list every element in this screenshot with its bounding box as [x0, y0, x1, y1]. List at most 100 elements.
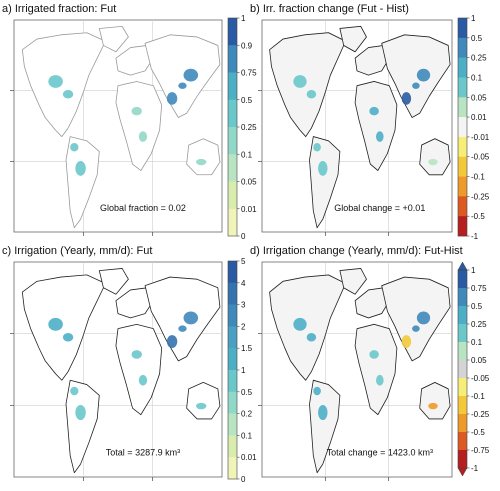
colorbar-tick-label: -1 [471, 232, 479, 241]
continent-north-america [21, 32, 106, 138]
colorbar-tick-label: 0.05 [241, 178, 257, 187]
continent-north-america [269, 32, 347, 138]
colorbar-tick-label: 0.9 [241, 41, 253, 50]
colorbar-tick-label: 0.1 [471, 73, 483, 82]
colorbar: 1 0.75 0.5 0.25 0.1 0.05 -0.05 -0.1 -0.25 -0.5 -0.… [457, 261, 490, 477]
colorbar-tick-label: 1 [471, 14, 476, 23]
colorbar-segment [228, 370, 237, 393]
colorbar-segment [228, 127, 237, 155]
hotspot-china [416, 68, 431, 82]
hotspot-north-america [62, 332, 74, 342]
panel-a: a) Irrigated fraction: Fut Global fractio… [2, 3, 257, 241]
hotspot-africa [376, 131, 384, 142]
colorbar-tick-label: 0.2 [241, 410, 253, 419]
continent-greenland [98, 268, 129, 295]
colorbar-segment [458, 324, 467, 343]
colorbar-segment [228, 435, 237, 458]
hotspot-china [416, 311, 431, 325]
colorbar: 5 4 3 2 1.5 1 0.5 0.2 0.1 0.01 0 [227, 257, 257, 484]
colorbar: 1 0.5 0.25 0.1 0.05 0.01 -0.01 -0.05 -0.1 -0.25 -0… [457, 14, 490, 241]
colorbar-tick-label: 0.01 [241, 205, 257, 214]
colorbar-tick-label: 0.25 [241, 123, 257, 132]
continent-europe [115, 45, 154, 76]
continent-north-america [269, 274, 347, 381]
colorbar-segment [458, 216, 467, 237]
coastlines [21, 25, 221, 229]
continent-africa [354, 323, 398, 416]
colorbar-segment [458, 117, 467, 138]
hotspot-south-america [318, 160, 328, 176]
continent-australia [419, 381, 451, 420]
colorbar-tick-label: -0.5 [471, 212, 485, 221]
hotspot-india [166, 92, 178, 105]
colorbar-tick-label: 1 [241, 366, 246, 375]
colorbar-tick-label: 0.1 [471, 338, 483, 347]
colorbar-segment [458, 450, 467, 469]
hotspot-india [166, 335, 178, 348]
continent-australia [186, 138, 221, 176]
hotspot-north-america [48, 75, 63, 88]
colorbar-frame [457, 269, 468, 469]
hotspot-africa [369, 350, 379, 359]
colorbar-segment [458, 37, 467, 58]
colorbar-tick-label: 0.5 [471, 302, 483, 311]
hotspot-africa [369, 106, 379, 116]
colorbar-tick-label: 0.05 [471, 93, 487, 102]
hotspot-north-america [306, 332, 317, 342]
colorbar-segment [228, 154, 237, 182]
continent-africa [115, 323, 163, 416]
colorbar-tick-label: 0.25 [471, 320, 487, 329]
colorbar-segment [458, 288, 467, 307]
colorbar-segment [458, 378, 467, 397]
colorbar-segment [458, 270, 467, 289]
hotspot-south-america [75, 404, 86, 421]
colorbar-tick-label: -0.05 [471, 374, 490, 383]
panel-annotation: Global change = +0.01 [334, 203, 425, 213]
panel-title: b) Irr. fraction change (Fut - Hist) [250, 3, 409, 15]
hotspot-south-america [75, 160, 86, 176]
hotspot-india [401, 92, 412, 105]
continent-europe [115, 287, 154, 319]
colorbar-tick-label: -1 [471, 464, 479, 473]
colorbar-segment [458, 396, 467, 415]
colorbar-tick-label: 0.5 [241, 388, 253, 397]
hotspot-north-america [293, 317, 307, 331]
colorbar-tick-label: -0.25 [471, 410, 490, 419]
colorbar-segment [228, 208, 237, 237]
continent-africa [115, 81, 163, 171]
continent-asia [381, 276, 451, 362]
colorbar-segment [458, 306, 467, 325]
panel-annotation: Total change = 1423.0 km³ [327, 448, 433, 458]
continent-south-america [309, 379, 341, 474]
colorbar-tick-label: 0.1 [241, 150, 253, 159]
colorbar-frame [457, 17, 468, 237]
colorbar-segment [458, 432, 467, 451]
panel-annotation: Global fraction = 0.02 [100, 203, 186, 213]
hotspot-india [401, 335, 412, 348]
continent-south-america [65, 379, 100, 474]
colorbar-tick-label: 0.01 [241, 453, 257, 462]
hotspot-china [178, 82, 187, 89]
hotspot-china [412, 82, 420, 89]
hotspot-south-america [70, 142, 79, 152]
colorbar-tick-label: 0.1 [241, 431, 253, 440]
colorbar-tick-label: 0 [241, 232, 246, 241]
continent-asia [381, 34, 451, 118]
colorbar-segment [458, 57, 467, 78]
hotspot-africa [131, 350, 142, 359]
colorbar-tick-label: 1 [471, 266, 476, 275]
colorbar-tick-label: 0.75 [471, 284, 487, 293]
colorbar-tick-label: -0.05 [471, 153, 490, 162]
hotspot-australia [196, 402, 207, 410]
hotspot-africa [138, 131, 148, 142]
hotspot-africa [138, 374, 148, 386]
hotspot-china [183, 68, 199, 82]
panel-d: d) Irrigation change (Yearly, mm/d): Fut… [250, 245, 490, 481]
continent-greenland [98, 25, 129, 53]
hotspot-australia [428, 402, 438, 410]
continent-asia [144, 34, 221, 118]
colorbar-segment [458, 414, 467, 433]
hotspot-north-america [62, 89, 74, 99]
colorbar-segment [228, 181, 237, 210]
